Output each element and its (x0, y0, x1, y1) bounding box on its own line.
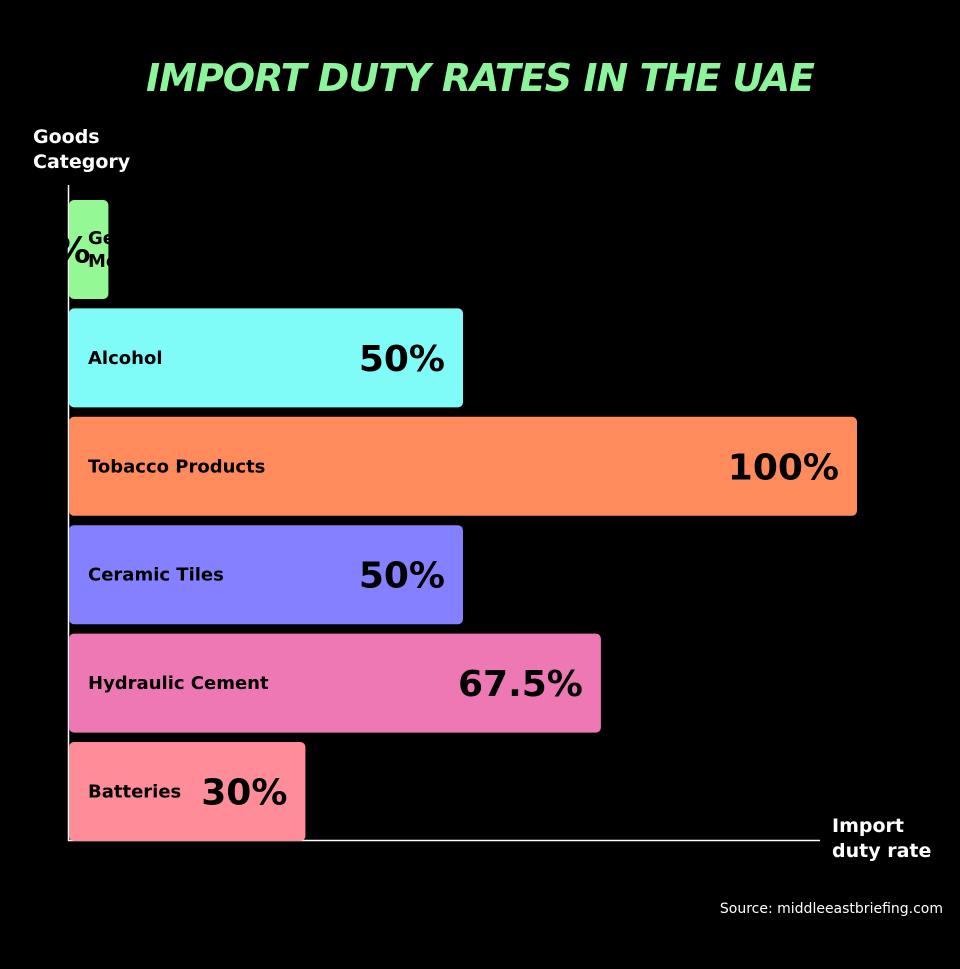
source-note: Source: middleeastbriefing.com (719, 901, 943, 917)
bar-1 (69, 200, 109, 299)
category-label: General Merchandise (88, 228, 217, 272)
value-label: 30% (201, 773, 287, 814)
chart-title: IMPORT DUTY RATES IN THE UAE (146, 56, 815, 100)
category-label: Alcohol (88, 348, 163, 369)
category-label: Tobacco Products (88, 456, 265, 477)
y-axis-label: Goods Category (33, 126, 131, 173)
bar-2 (69, 308, 463, 408)
x-axis-label: Import duty rate (832, 815, 932, 862)
category-label: Ceramic Tiles (88, 565, 224, 586)
value-label: 5% (29, 231, 90, 272)
value-label: 50% (359, 556, 445, 597)
bar-4 (69, 525, 463, 625)
value-label: 100% (728, 447, 839, 488)
category-label: Batteries (88, 782, 181, 803)
value-label: 67.5% (458, 664, 583, 705)
category-label: Hydraulic Cement (88, 673, 269, 694)
value-label: 50% (359, 339, 445, 380)
bar-6 (69, 742, 306, 841)
bar-5 (69, 633, 601, 733)
bar-3 (69, 416, 857, 516)
